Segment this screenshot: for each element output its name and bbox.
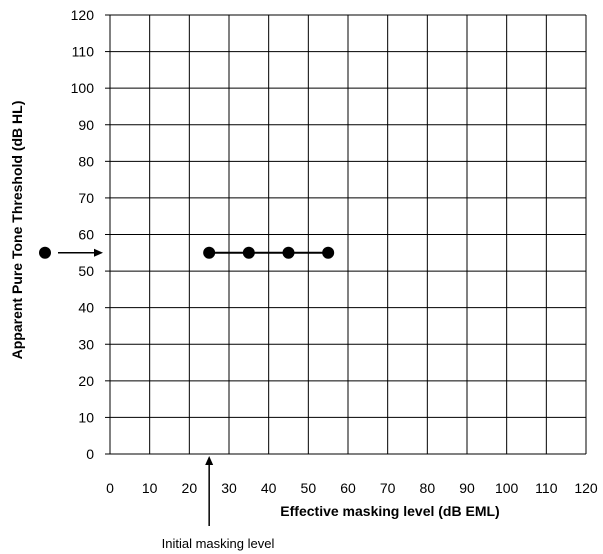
- y-tick-labels: 0 10 20 30 40 50 60 70 80 90 100 110 120: [71, 7, 95, 462]
- x-tick-label-40: 40: [261, 480, 277, 496]
- plot-grid: [105, 14, 587, 455]
- x-tick-label-70: 70: [380, 480, 396, 496]
- y-tick-label-100: 100: [71, 80, 95, 96]
- y-tick-label-80: 80: [78, 153, 94, 169]
- data-point-1: [203, 246, 216, 259]
- x-tick-label-30: 30: [221, 480, 237, 496]
- y-tick-label-60: 60: [78, 227, 94, 243]
- x-tick-label-100: 100: [495, 480, 519, 496]
- y-axis-title: Apparent Pure Tone Threshold (dB HL): [9, 101, 25, 360]
- y-tick-label-10: 10: [78, 409, 94, 425]
- annotation-markers: [39, 246, 214, 526]
- data-point-2: [242, 246, 255, 259]
- y-tick-label-90: 90: [78, 117, 94, 133]
- initial-masking-arrowhead: [205, 456, 214, 465]
- x-tick-label-50: 50: [301, 480, 317, 496]
- x-tick-label-10: 10: [142, 480, 158, 496]
- threshold-series: [203, 246, 335, 259]
- unmasked-threshold-arrowhead: [94, 248, 103, 257]
- y-tick-label-30: 30: [78, 336, 94, 352]
- y-tick-label-110: 110: [72, 44, 95, 60]
- y-tick-label-50: 50: [78, 263, 94, 279]
- initial-masking-level-label: Initial masking level: [162, 536, 275, 551]
- x-tick-label-0: 0: [106, 480, 114, 496]
- x-tick-label-90: 90: [459, 480, 475, 496]
- data-point-3: [282, 246, 295, 259]
- x-axis-title: Effective masking level (dB EML): [280, 503, 499, 519]
- x-tick-label-20: 20: [182, 480, 198, 496]
- x-tick-label-110: 110: [535, 480, 558, 496]
- unmasked-threshold-point: [39, 246, 51, 259]
- y-tick-label-20: 20: [78, 373, 94, 389]
- data-point-4: [322, 246, 335, 259]
- y-tick-label-0: 0: [86, 446, 94, 462]
- x-tick-labels: 0 10 20 30 40 50 60 70 80 90 100 110 120: [106, 480, 598, 496]
- x-tick-label-120: 120: [574, 480, 598, 496]
- y-tick-label-40: 40: [78, 300, 94, 316]
- y-tick-label-120: 120: [71, 7, 95, 23]
- x-tick-label-60: 60: [340, 480, 356, 496]
- y-tick-label-70: 70: [78, 190, 94, 206]
- x-tick-label-80: 80: [420, 480, 436, 496]
